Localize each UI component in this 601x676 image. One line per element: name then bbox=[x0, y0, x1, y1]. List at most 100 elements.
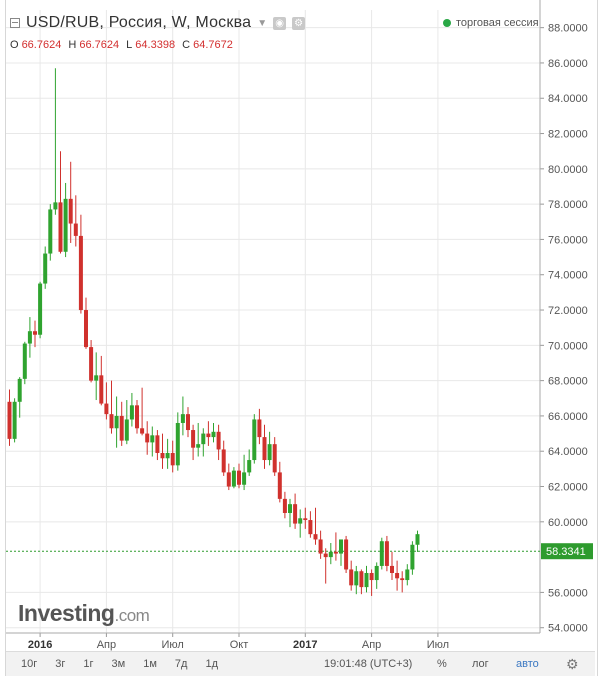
candle-up[interactable] bbox=[267, 444, 272, 461]
period-10y-button[interactable]: 10г bbox=[21, 658, 38, 670]
candle-up[interactable] bbox=[63, 198, 68, 252]
candle-down[interactable] bbox=[84, 310, 88, 348]
candle-down[interactable] bbox=[390, 565, 394, 573]
period-7d-button[interactable]: 7д bbox=[174, 658, 188, 670]
candle-up[interactable] bbox=[231, 470, 236, 487]
candle-down[interactable] bbox=[318, 539, 323, 554]
candle-down[interactable] bbox=[99, 375, 104, 404]
caret-down-icon[interactable]: ▼ bbox=[257, 17, 268, 29]
candle-down[interactable] bbox=[58, 202, 63, 252]
candle-up[interactable] bbox=[53, 202, 58, 210]
candle-down[interactable] bbox=[226, 472, 231, 487]
period-3m-button[interactable]: 3м bbox=[111, 658, 126, 670]
candle-up[interactable] bbox=[379, 541, 384, 566]
candle-up[interactable] bbox=[247, 460, 252, 473]
candle-down[interactable] bbox=[155, 435, 160, 453]
candle-down[interactable] bbox=[160, 452, 165, 459]
candle-down[interactable] bbox=[119, 415, 124, 441]
candle-up[interactable] bbox=[374, 565, 379, 581]
candle-down[interactable] bbox=[73, 223, 78, 236]
candle-down[interactable] bbox=[216, 431, 221, 450]
period-3y-button[interactable]: 3г bbox=[55, 658, 66, 670]
candle-up[interactable] bbox=[124, 419, 129, 441]
candle-up[interactable] bbox=[94, 375, 99, 381]
candle-up[interactable] bbox=[328, 551, 333, 558]
candle-down[interactable] bbox=[109, 414, 114, 429]
candle-up[interactable] bbox=[242, 472, 247, 485]
candle-down[interactable] bbox=[384, 541, 389, 566]
candle-up[interactable] bbox=[410, 544, 415, 570]
candle-up[interactable] bbox=[252, 419, 257, 461]
candle-down[interactable] bbox=[272, 444, 277, 473]
gear-icon[interactable]: ⚙ bbox=[292, 16, 306, 30]
candle-down[interactable] bbox=[308, 520, 313, 535]
candle-up[interactable] bbox=[415, 534, 420, 545]
candle-down[interactable] bbox=[78, 235, 83, 311]
candle-up[interactable] bbox=[405, 569, 410, 581]
period-1d-button[interactable]: 1д bbox=[205, 658, 218, 670]
candle-up[interactable] bbox=[38, 283, 43, 335]
candle-down[interactable] bbox=[400, 578, 405, 581]
candle-down[interactable] bbox=[262, 437, 267, 461]
candle-up[interactable] bbox=[364, 572, 369, 588]
candle-up[interactable] bbox=[27, 331, 32, 344]
y-tick-label: 60.0000 bbox=[548, 517, 588, 529]
candle-down[interactable] bbox=[191, 430, 196, 448]
candle-up[interactable] bbox=[17, 378, 22, 402]
candle-down[interactable] bbox=[293, 504, 298, 524]
candle-down[interactable] bbox=[140, 428, 145, 434]
collapse-icon[interactable] bbox=[10, 18, 20, 28]
candle-down[interactable] bbox=[369, 572, 374, 581]
candle-up[interactable] bbox=[48, 209, 53, 254]
settings-gear-icon[interactable]: ⚙ bbox=[566, 656, 579, 672]
candle-up[interactable] bbox=[201, 433, 206, 445]
candle-up[interactable] bbox=[43, 253, 48, 284]
candle-up[interactable] bbox=[339, 539, 343, 554]
candle-down[interactable] bbox=[186, 414, 190, 431]
candle-up[interactable] bbox=[129, 405, 134, 420]
x-tick-label: Окт bbox=[230, 639, 249, 651]
candle-down[interactable] bbox=[344, 539, 349, 570]
candle-up[interactable] bbox=[196, 444, 201, 448]
candle-down[interactable] bbox=[359, 571, 364, 588]
candle-up[interactable] bbox=[175, 422, 180, 466]
candle-down[interactable] bbox=[237, 470, 241, 485]
candle-up[interactable] bbox=[114, 415, 119, 429]
candle-up[interactable] bbox=[165, 452, 170, 459]
candle-up[interactable] bbox=[211, 431, 216, 438]
candle-down[interactable] bbox=[221, 449, 226, 473]
candle-down[interactable] bbox=[68, 198, 73, 224]
percent-toggle[interactable]: % bbox=[437, 658, 447, 670]
candle-up[interactable] bbox=[298, 518, 303, 524]
log-toggle[interactable]: лог bbox=[472, 658, 489, 670]
period-1m-button[interactable]: 1м bbox=[143, 658, 157, 670]
candle-down[interactable] bbox=[277, 472, 282, 499]
candle-down[interactable] bbox=[33, 331, 37, 335]
candle-down[interactable] bbox=[145, 433, 150, 443]
candle-up[interactable] bbox=[288, 504, 292, 513]
period-1y-button[interactable]: 1г bbox=[83, 658, 94, 670]
candle-down[interactable] bbox=[7, 401, 12, 439]
candle-down[interactable] bbox=[89, 347, 94, 381]
candle-down[interactable] bbox=[395, 572, 400, 579]
candle-down[interactable] bbox=[135, 405, 139, 429]
candle-down[interactable] bbox=[349, 569, 354, 586]
candle-up[interactable] bbox=[22, 343, 27, 379]
candle-down[interactable] bbox=[323, 553, 328, 558]
candle-up[interactable] bbox=[12, 401, 17, 439]
candle-down[interactable] bbox=[282, 498, 287, 513]
auto-toggle[interactable]: авто bbox=[516, 658, 539, 670]
low-label: L bbox=[126, 39, 133, 51]
candle-up[interactable] bbox=[180, 414, 185, 423]
candle-down[interactable] bbox=[170, 452, 175, 466]
candle-down[interactable] bbox=[104, 403, 109, 415]
candle-down[interactable] bbox=[333, 551, 338, 554]
candle-up[interactable] bbox=[354, 571, 359, 586]
eye-icon[interactable]: ◉ bbox=[273, 16, 287, 30]
candle-up[interactable] bbox=[150, 435, 155, 443]
candle-down[interactable] bbox=[206, 433, 211, 438]
candle-down[interactable] bbox=[303, 518, 308, 521]
candle-down[interactable] bbox=[257, 419, 262, 438]
candle-down[interactable] bbox=[313, 534, 318, 540]
